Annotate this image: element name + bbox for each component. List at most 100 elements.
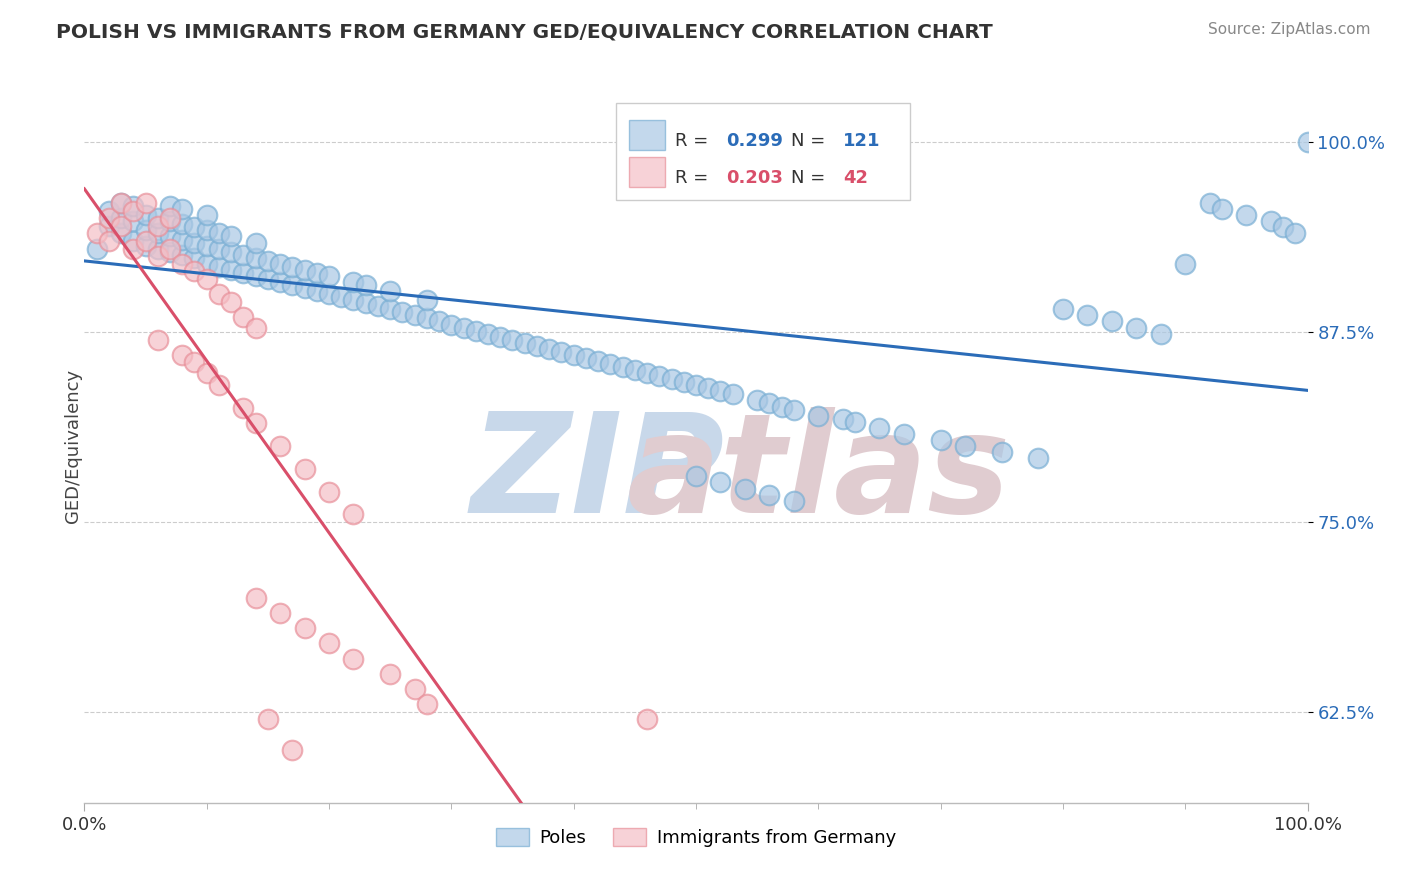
Point	[953, 439, 976, 453]
Point	[183, 264, 205, 278]
Point	[122, 242, 145, 256]
Point	[245, 320, 267, 334]
Point	[709, 475, 731, 490]
Point	[1260, 214, 1282, 228]
Point	[586, 354, 609, 368]
Point	[354, 278, 377, 293]
Point	[195, 257, 218, 271]
Point	[269, 257, 291, 271]
Point	[1211, 202, 1233, 216]
Text: 42: 42	[842, 169, 868, 186]
Text: N =: N =	[792, 132, 831, 150]
Point	[416, 311, 439, 326]
Point	[709, 384, 731, 399]
Point	[245, 268, 267, 283]
Point	[294, 263, 316, 277]
Point	[1028, 451, 1050, 466]
Point	[391, 305, 413, 319]
Point	[318, 287, 340, 301]
Point	[183, 220, 205, 235]
Text: 0.299: 0.299	[727, 132, 783, 150]
Point	[97, 219, 120, 233]
Point	[489, 329, 512, 343]
Point	[135, 238, 157, 252]
Y-axis label: GED/Equivalency: GED/Equivalency	[65, 369, 82, 523]
Point	[453, 320, 475, 334]
Point	[305, 284, 328, 298]
Point	[734, 482, 756, 496]
Point	[747, 393, 769, 408]
Point	[97, 203, 120, 218]
Point	[1284, 227, 1306, 241]
Point	[269, 606, 291, 620]
Point	[672, 376, 695, 390]
Point	[294, 462, 316, 476]
Point	[575, 351, 598, 365]
Text: atlas: atlas	[626, 407, 1011, 542]
Point	[146, 219, 169, 233]
Point	[195, 208, 218, 222]
Point	[122, 203, 145, 218]
Point	[502, 333, 524, 347]
Point	[159, 199, 181, 213]
Point	[183, 235, 205, 250]
Point	[172, 248, 194, 262]
Text: R =: R =	[675, 169, 714, 186]
Point	[612, 359, 634, 374]
Text: POLISH VS IMMIGRANTS FROM GERMANY GED/EQUIVALENCY CORRELATION CHART: POLISH VS IMMIGRANTS FROM GERMANY GED/EQ…	[56, 22, 993, 41]
Point	[208, 242, 231, 256]
Point	[1076, 309, 1098, 323]
Point	[550, 344, 572, 359]
Point	[122, 214, 145, 228]
Point	[380, 284, 402, 298]
Point	[685, 378, 707, 392]
Point	[869, 421, 891, 435]
Text: Source: ZipAtlas.com: Source: ZipAtlas.com	[1208, 22, 1371, 37]
Point	[294, 621, 316, 635]
Point	[146, 242, 169, 256]
Text: 121: 121	[842, 132, 880, 150]
Point	[1296, 136, 1319, 150]
Point	[464, 324, 486, 338]
Point	[232, 266, 254, 280]
Point	[219, 263, 242, 277]
Point	[342, 275, 364, 289]
Point	[991, 445, 1014, 459]
Point	[245, 235, 267, 250]
Point	[330, 290, 353, 304]
Point	[269, 439, 291, 453]
Point	[427, 314, 450, 328]
Point	[245, 416, 267, 430]
Point	[538, 342, 561, 356]
Point	[342, 508, 364, 522]
Point	[636, 712, 658, 726]
Point	[342, 293, 364, 308]
Point	[219, 294, 242, 309]
Point	[159, 214, 181, 228]
Point	[380, 302, 402, 317]
Point	[318, 636, 340, 650]
Point	[636, 366, 658, 380]
Point	[831, 411, 853, 425]
Point	[110, 219, 132, 233]
Point	[159, 211, 181, 226]
Point	[135, 234, 157, 248]
Point	[135, 196, 157, 211]
Point	[844, 415, 866, 429]
Point	[281, 260, 304, 274]
Point	[318, 484, 340, 499]
Point	[758, 396, 780, 410]
Point	[648, 369, 671, 384]
Point	[135, 223, 157, 237]
Point	[195, 272, 218, 286]
Point	[783, 493, 806, 508]
Point	[208, 260, 231, 274]
Legend: Poles, Immigrants from Germany: Poles, Immigrants from Germany	[489, 821, 903, 855]
Point	[122, 199, 145, 213]
Point	[770, 400, 793, 414]
Point	[257, 253, 280, 268]
Point	[1236, 208, 1258, 222]
Point	[172, 233, 194, 247]
Point	[697, 381, 720, 395]
Point	[110, 211, 132, 226]
